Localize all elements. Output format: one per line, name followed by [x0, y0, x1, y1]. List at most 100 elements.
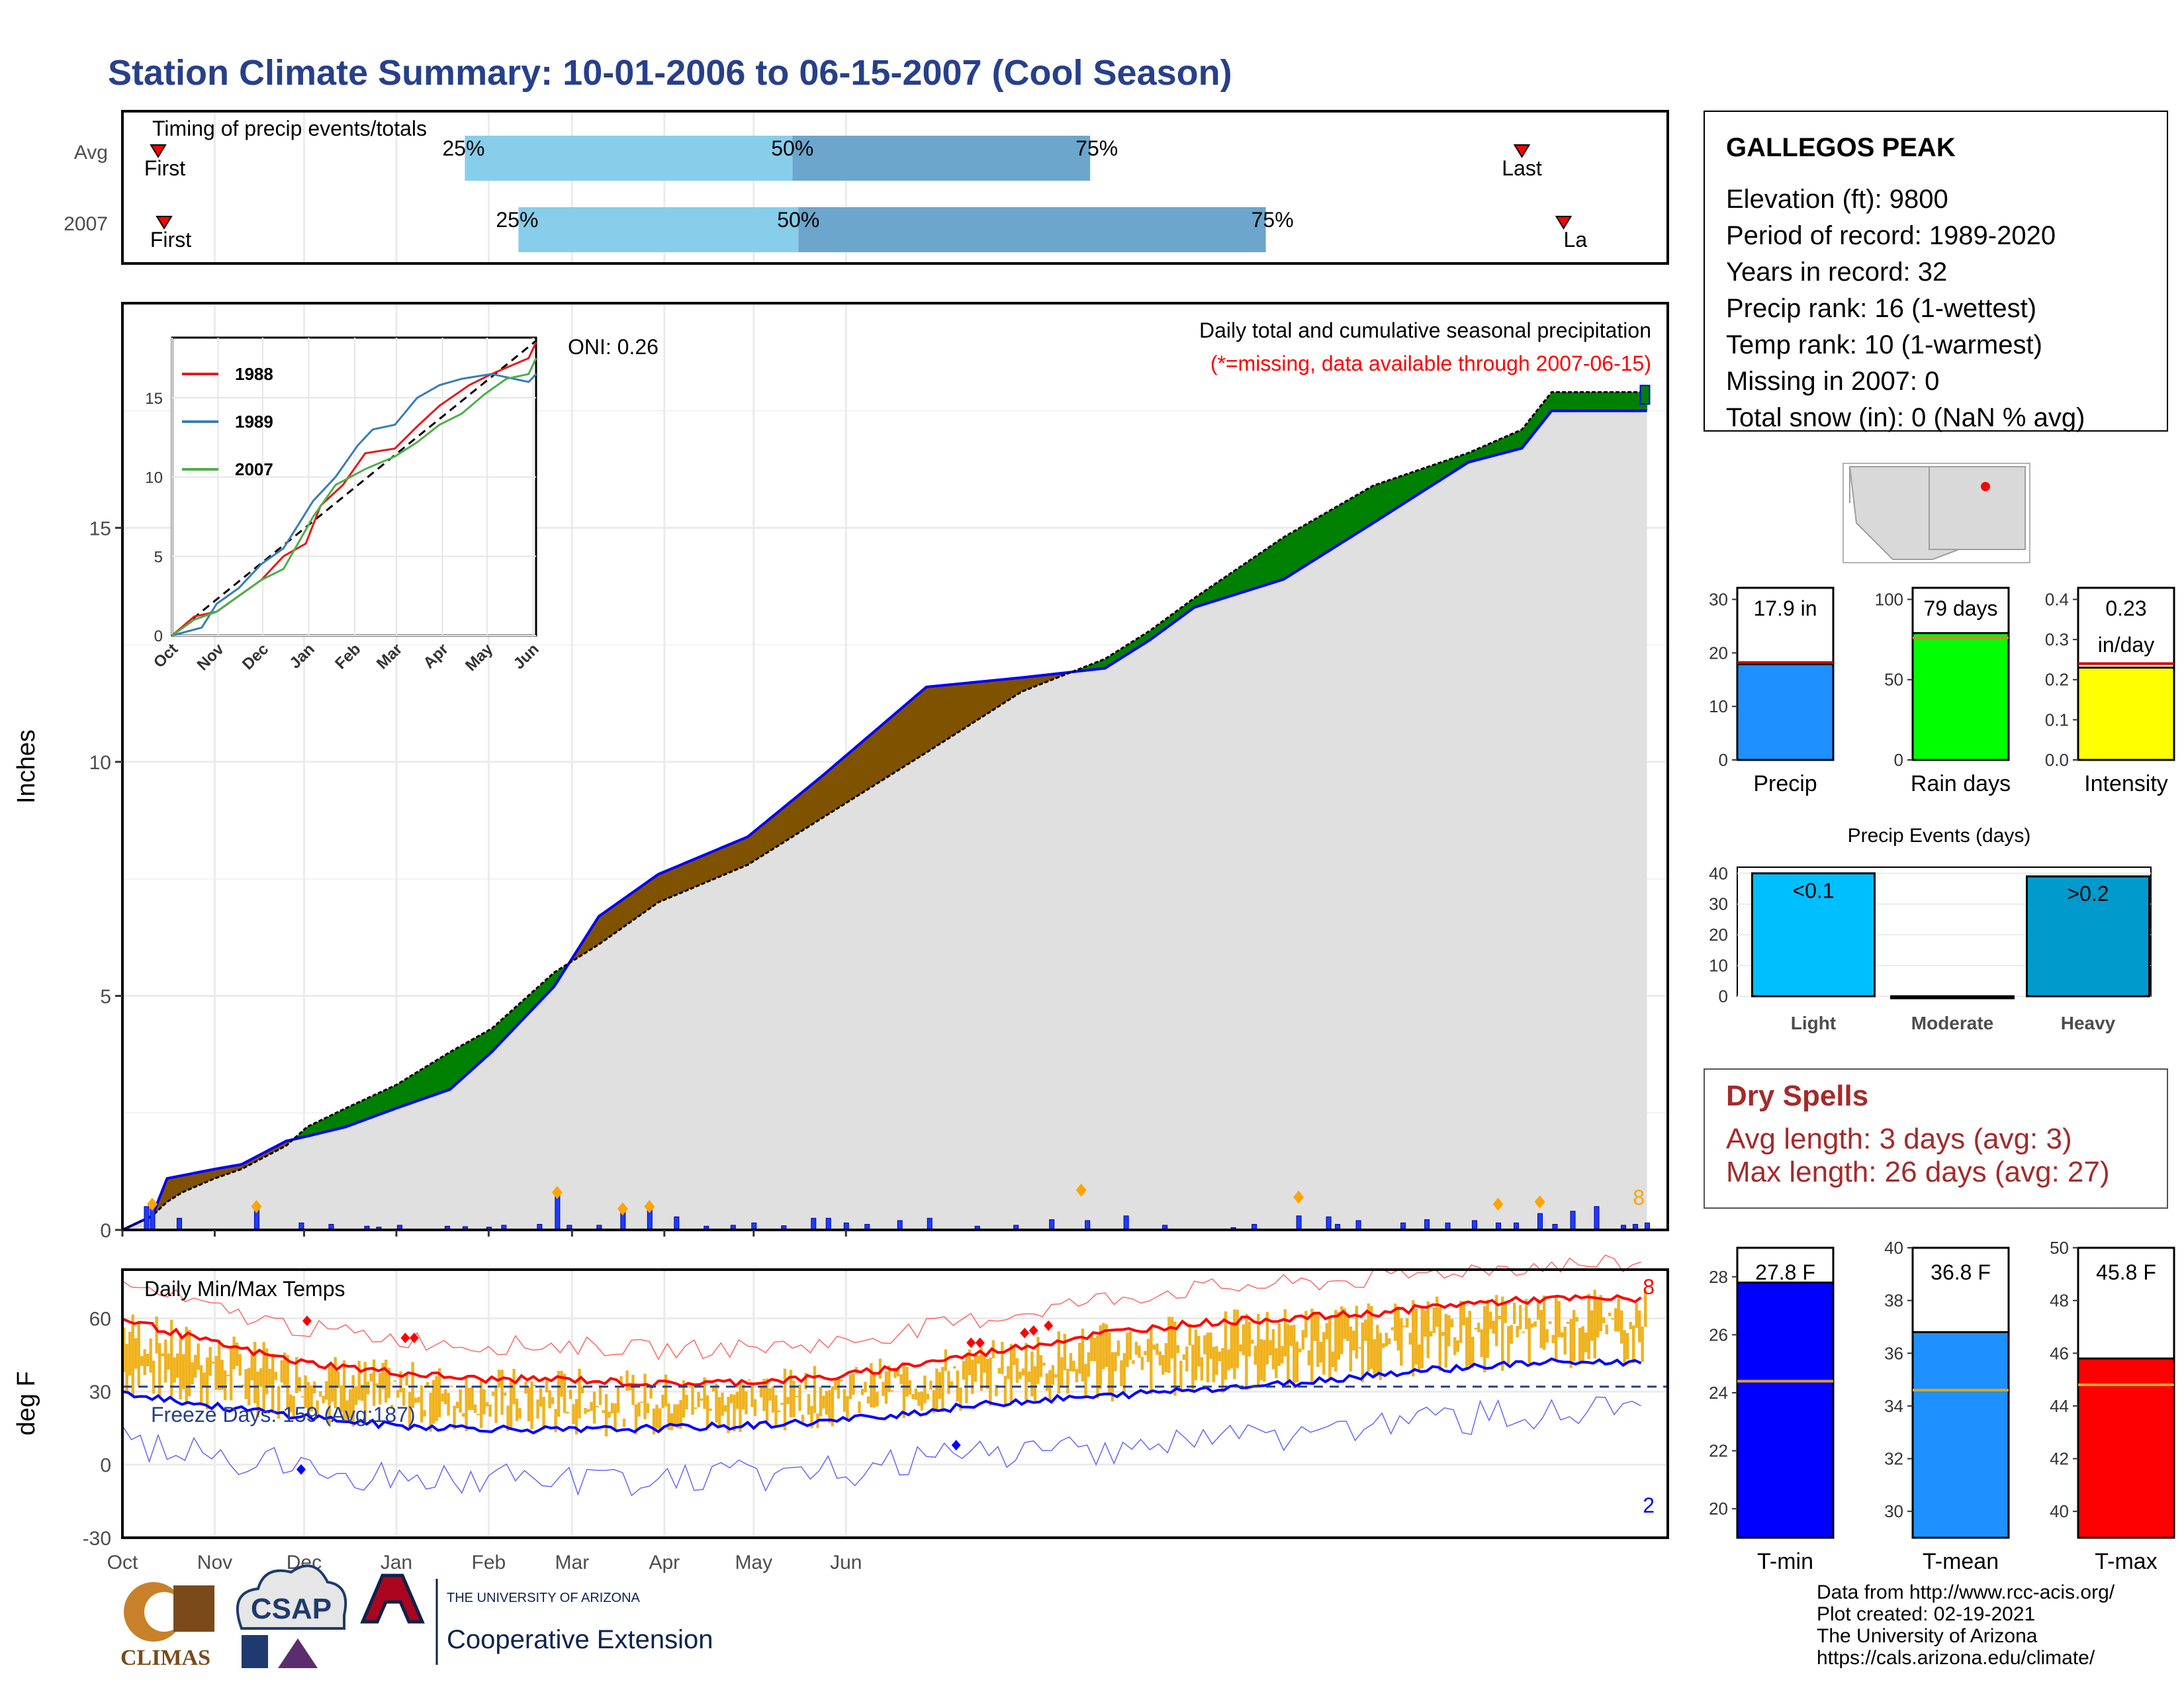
cumulative-diff-area — [417, 1070, 421, 1102]
cumulative-diff-area — [1373, 485, 1377, 524]
record-cold-marker — [951, 1440, 961, 1451]
daily-temp-bar — [1516, 1325, 1519, 1338]
cumulative-diff-area — [765, 820, 769, 854]
cumulative-diff-area — [1227, 573, 1231, 598]
daily-temp-bar — [268, 1368, 271, 1388]
daily-temp-bar — [691, 1383, 694, 1415]
csap-logo-text: CSAP — [251, 1593, 332, 1625]
cumulative-diff-area — [1259, 551, 1263, 587]
station-precip-rank: Precip rank: 16 (1-wettest) — [1726, 294, 2036, 323]
daily-temp-bar — [711, 1385, 715, 1392]
daily-temp-bar — [1486, 1299, 1489, 1358]
daily-temp-bar — [1390, 1327, 1394, 1331]
daily-temp-bar — [426, 1382, 430, 1387]
daily-temp-bar — [968, 1349, 972, 1376]
daily-temp-bar — [1024, 1342, 1028, 1401]
cumulative-diff-area — [1537, 406, 1541, 430]
daily-temp-bar — [423, 1410, 426, 1417]
daily-temp-bar — [1138, 1345, 1141, 1358]
daily-temp-bar — [614, 1403, 617, 1432]
daily-temp-bar — [735, 1391, 739, 1409]
cumulative-diff-area — [300, 1129, 305, 1138]
cumulative-diff-area — [426, 1064, 430, 1098]
cumulative-diff-area — [399, 1081, 403, 1107]
daily-temp-bar — [298, 1377, 301, 1391]
daily-precip-bar — [897, 1220, 903, 1231]
daily-temp-bar — [1462, 1301, 1465, 1326]
cumulative-diff-area — [1239, 565, 1243, 594]
cumulative-diff-area — [375, 1093, 379, 1116]
daily-temp-bar — [608, 1411, 611, 1418]
cumulative-diff-area — [220, 1167, 224, 1177]
cumulative-diff-area — [959, 683, 963, 732]
cumulative-diff-area — [1513, 432, 1517, 451]
daily-temp-bar — [899, 1374, 903, 1384]
cumulative-diff-area — [524, 996, 528, 1018]
cumulative-diff-area — [477, 1035, 480, 1066]
cumulative-diff-area — [602, 912, 606, 943]
daily-temp-bar — [1152, 1344, 1156, 1350]
daily-temp-bar — [1435, 1296, 1439, 1327]
cumulative-diff-area — [658, 872, 662, 903]
daily-temp-bar — [1206, 1333, 1210, 1383]
daily-temp-bar — [971, 1359, 974, 1394]
daily-temp-bar — [1161, 1354, 1165, 1375]
daily-temp-bar — [1349, 1326, 1353, 1372]
daily-temp-bar — [443, 1389, 447, 1405]
cumulative-diff-area — [866, 735, 870, 790]
daily-precip-bar — [1326, 1216, 1332, 1231]
month-label-jan: Jan — [381, 1552, 412, 1573]
cumulative-diff-area — [512, 1007, 516, 1031]
daily-temp-bar — [842, 1389, 846, 1412]
cumulative-diff-area — [1593, 392, 1597, 411]
cumulative-diff-area — [193, 1172, 198, 1188]
daily-temp-bar — [229, 1346, 233, 1401]
daily-temp-bar — [878, 1358, 882, 1379]
daily-temp-bar — [1173, 1321, 1177, 1396]
daily-temp-bar — [348, 1389, 352, 1418]
cumulative-diff-area — [1218, 579, 1222, 600]
climas-logo-text: CLIMAS — [120, 1646, 210, 1670]
daily-temp-bar — [1605, 1324, 1608, 1335]
cumulative-diff-area — [181, 1174, 186, 1193]
daily-temp-bar — [289, 1394, 293, 1413]
cumulative-diff-area — [774, 812, 778, 849]
daily-temp-bar — [1379, 1333, 1382, 1380]
daily-temp-bar — [1307, 1350, 1311, 1366]
daily-temp-bar — [989, 1357, 992, 1406]
temp-bar-y-tick: 40 — [1884, 1238, 1903, 1258]
cumulative-diff-area — [1396, 476, 1400, 508]
cumulative-diff-area — [768, 817, 772, 852]
precip-y-tick: 15 — [89, 518, 111, 539]
cumulative-diff-area — [1027, 677, 1031, 690]
daily-temp-bar — [179, 1333, 182, 1399]
daily-temp-bar — [997, 1368, 1001, 1374]
daily-temp-bar — [393, 1380, 396, 1382]
daily-temp-bar — [1430, 1331, 1433, 1337]
daily-temp-bar — [1081, 1329, 1085, 1382]
daily-temp-bar — [780, 1403, 784, 1405]
cumulative-diff-area — [1611, 392, 1615, 411]
timing-last-label: La — [1564, 228, 1588, 252]
daily-temp-bar — [1447, 1315, 1451, 1346]
daily-temp-bar — [1319, 1341, 1323, 1363]
daily-temp-bar — [1626, 1333, 1629, 1360]
daily-temp-bar — [1156, 1343, 1159, 1355]
daily-temp-bar — [753, 1399, 757, 1417]
cumulative-diff-area — [187, 1174, 192, 1190]
daily-temp-bar — [709, 1408, 712, 1411]
precip-y-tick: 10 — [89, 752, 111, 774]
daily-precip-bar — [811, 1217, 817, 1231]
daily-temp-bar — [411, 1362, 414, 1408]
daily-temp-bar — [584, 1407, 587, 1415]
daily-temp-bar — [1036, 1336, 1040, 1384]
extreme-precip-marker — [146, 1197, 158, 1211]
cumulative-diff-area — [652, 876, 656, 907]
daily-temp-bar — [1283, 1309, 1287, 1357]
temp-bar-y-tick: 28 — [1709, 1267, 1728, 1287]
daily-temp-bar — [432, 1380, 435, 1424]
daily-temp-bar — [417, 1397, 420, 1403]
temp-bar-value: 27.8 F — [1755, 1260, 1815, 1284]
daily-temp-bar — [485, 1402, 489, 1407]
cumulative-diff-area — [1456, 455, 1460, 470]
